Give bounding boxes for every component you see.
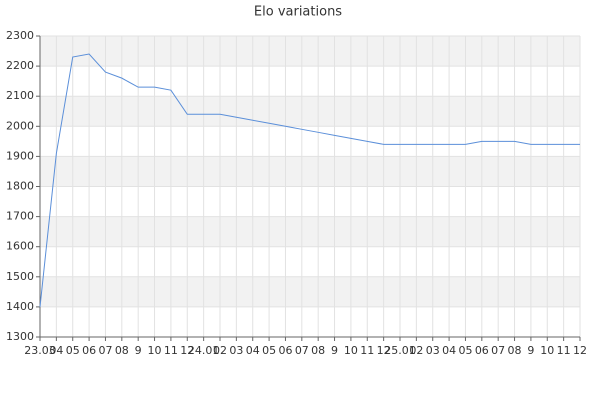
- x-tick-label: 06: [82, 344, 96, 357]
- y-tick-label: 2300: [6, 29, 34, 42]
- x-tick-label: 10: [540, 344, 554, 357]
- x-tick-label: 04: [246, 344, 260, 357]
- x-tick-label: 10: [344, 344, 358, 357]
- y-tick-label: 2100: [6, 89, 34, 102]
- x-tick-label: 05: [262, 344, 276, 357]
- y-tick-label: 1500: [6, 270, 34, 283]
- y-tick-label: 2200: [6, 59, 34, 72]
- x-tick-label: 12: [573, 344, 587, 357]
- x-tick-label: 04: [49, 344, 63, 357]
- x-tick-label: 03: [426, 344, 440, 357]
- y-tick-label: 1400: [6, 300, 34, 313]
- x-tick-label: 08: [311, 344, 325, 357]
- x-tick-label: 10: [148, 344, 162, 357]
- x-tick-label: 02: [409, 344, 423, 357]
- x-tick-label: 06: [475, 344, 489, 357]
- x-tick-label: 05: [458, 344, 472, 357]
- y-tick-label: 1300: [6, 330, 34, 343]
- x-tick-label: 07: [295, 344, 309, 357]
- x-tick-label: 12: [180, 344, 194, 357]
- x-tick-label: 9: [527, 344, 534, 357]
- x-tick-label: 11: [557, 344, 571, 357]
- x-tick-label: 08: [508, 344, 522, 357]
- y-tick-label: 2000: [6, 119, 34, 132]
- band: [40, 276, 580, 307]
- x-tick-label: 11: [360, 344, 374, 357]
- y-tick-label: 1800: [6, 180, 34, 193]
- band: [40, 36, 580, 67]
- chart-title: Elo variations: [254, 5, 342, 20]
- band: [40, 156, 580, 187]
- y-tick-label: 1600: [6, 240, 34, 253]
- y-tick-label: 1900: [6, 149, 34, 162]
- x-tick-label: 07: [98, 344, 112, 357]
- x-tick-label: 9: [331, 344, 338, 357]
- y-tick-label: 1700: [6, 210, 34, 223]
- x-tick-label: 12: [377, 344, 391, 357]
- x-tick-label: 24.01: [188, 344, 220, 357]
- x-tick-label: 05: [66, 344, 80, 357]
- x-tick-label: 02: [213, 344, 227, 357]
- line: [39, 53, 580, 307]
- x-tick-label: 06: [278, 344, 292, 357]
- band: [40, 216, 580, 247]
- x-tick-label: 03: [229, 344, 243, 357]
- band: [40, 96, 580, 127]
- x-tick-label: 23.03: [24, 344, 56, 357]
- x-tick-label: 07: [491, 344, 505, 357]
- x-tick-label: 9: [135, 344, 142, 357]
- x-tick-label: 11: [164, 344, 178, 357]
- x-tick-label: 04: [442, 344, 456, 357]
- x-tick-label: 08: [115, 344, 129, 357]
- x-tick-label: 25.01: [384, 344, 416, 357]
